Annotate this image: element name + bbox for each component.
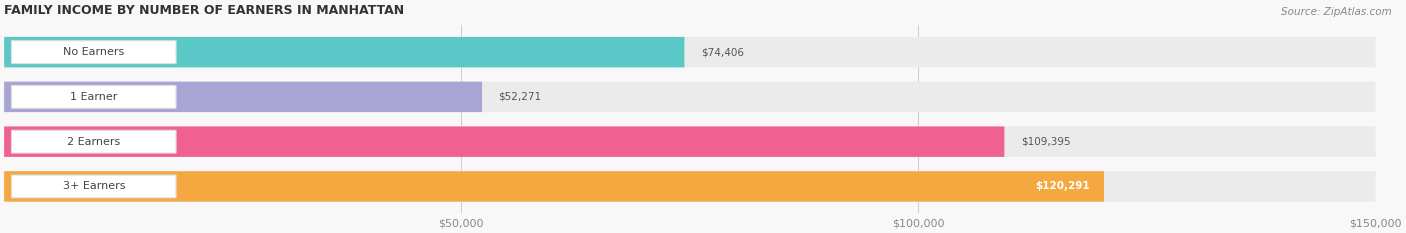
Text: 1 Earner: 1 Earner — [70, 92, 118, 102]
FancyBboxPatch shape — [11, 175, 176, 198]
Text: $120,291: $120,291 — [1036, 182, 1090, 192]
FancyBboxPatch shape — [4, 127, 1004, 157]
Text: FAMILY INCOME BY NUMBER OF EARNERS IN MANHATTAN: FAMILY INCOME BY NUMBER OF EARNERS IN MA… — [4, 4, 405, 17]
Text: Source: ZipAtlas.com: Source: ZipAtlas.com — [1281, 7, 1392, 17]
FancyBboxPatch shape — [4, 37, 1375, 67]
FancyBboxPatch shape — [11, 86, 176, 108]
Text: 2 Earners: 2 Earners — [67, 137, 121, 147]
Text: $74,406: $74,406 — [702, 47, 744, 57]
Text: $52,271: $52,271 — [499, 92, 541, 102]
FancyBboxPatch shape — [4, 82, 482, 112]
FancyBboxPatch shape — [4, 171, 1375, 202]
Text: No Earners: No Earners — [63, 47, 124, 57]
FancyBboxPatch shape — [4, 37, 685, 67]
Text: $109,395: $109,395 — [1021, 137, 1070, 147]
FancyBboxPatch shape — [4, 127, 1375, 157]
Text: 3+ Earners: 3+ Earners — [62, 182, 125, 192]
FancyBboxPatch shape — [4, 82, 1375, 112]
FancyBboxPatch shape — [11, 130, 176, 153]
FancyBboxPatch shape — [11, 41, 176, 64]
FancyBboxPatch shape — [4, 171, 1104, 202]
